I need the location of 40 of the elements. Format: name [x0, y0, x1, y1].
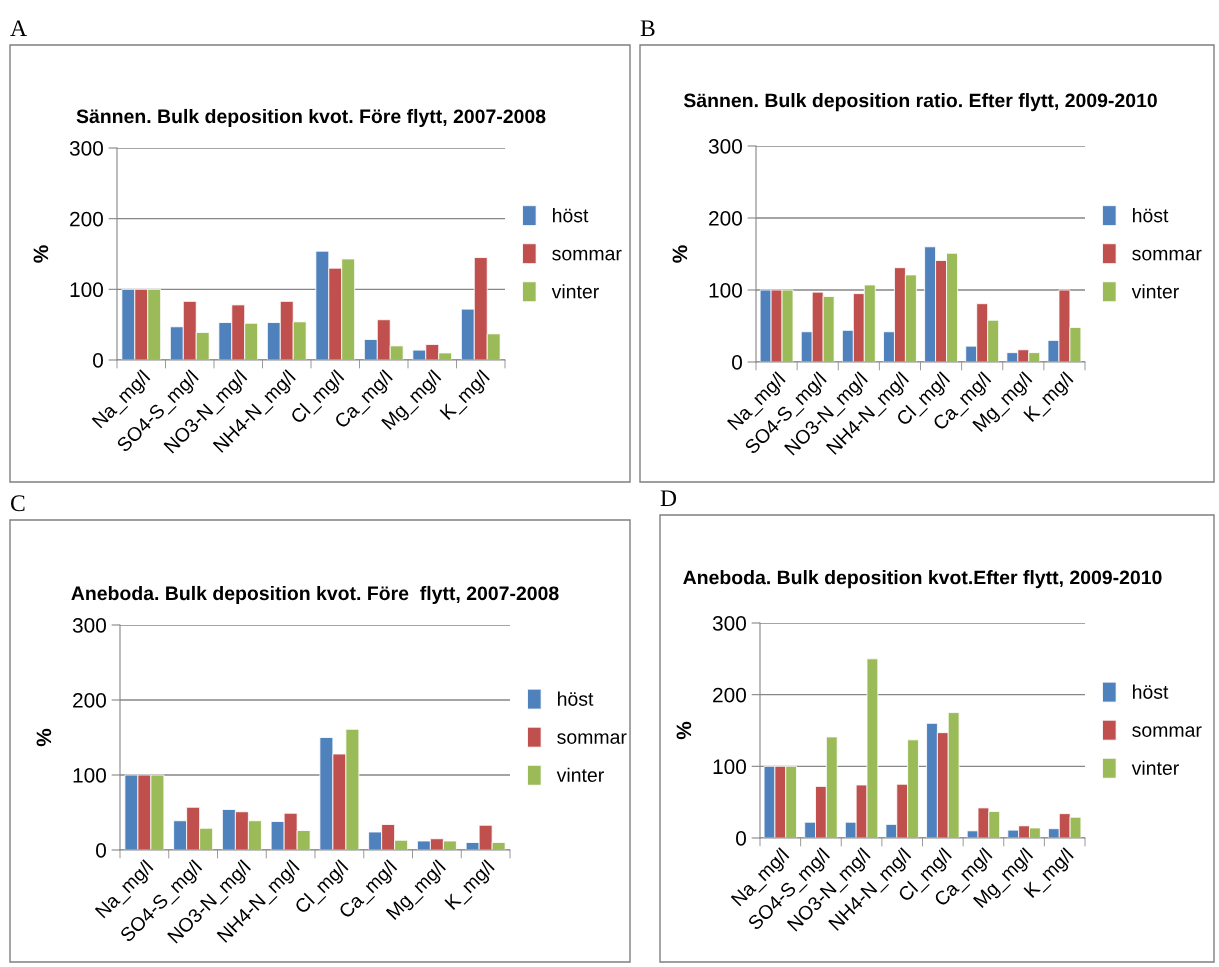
y-axis-title: % — [672, 245, 688, 263]
text: B — [640, 20, 655, 37]
chart-title: Aneboda. Bulk deposition kvot. Före flytt, 2007-2008 — [71, 585, 559, 605]
text: A — [10, 20, 27, 36]
text: D — [660, 490, 677, 507]
y-tick-label: 300 — [708, 139, 742, 154]
chart-title: Aneboda. Bulk deposition kvot.Efter flytt, 2009-2010 — [683, 570, 1162, 589]
legend-label: höst — [1133, 208, 1169, 223]
y-tick-label: 300 — [712, 616, 746, 631]
y-tick-label: 0 — [96, 843, 106, 858]
y-tick-label: 0 — [732, 355, 742, 370]
legend-label: sommar — [1132, 249, 1202, 261]
legend-label: sommar — [1132, 726, 1202, 737]
y-tick-label: 200 — [713, 687, 746, 703]
y-axis-title: % — [676, 721, 692, 740]
y-tick-label: 0 — [93, 353, 103, 368]
y-tick-label: 200 — [73, 693, 106, 708]
legend-label: vinter — [556, 767, 604, 782]
legend-label: vinter — [1131, 284, 1179, 299]
legend-label: vinter — [551, 284, 599, 299]
y-tick-label: 100 — [70, 282, 103, 298]
legend-label: höst — [1133, 684, 1169, 699]
y-tick-label: 300 — [69, 141, 103, 156]
y-tick-label: 100 — [709, 283, 742, 298]
chart-title: Sännen. Bulk deposition kvot. Före flytt, 2007-2008 — [76, 108, 546, 128]
y-axis-title: % — [36, 728, 52, 747]
legend-label: höst — [553, 208, 589, 223]
y-axis-title: % — [33, 245, 49, 263]
y-tick-label: 300 — [72, 618, 106, 633]
y-tick-label: 100 — [73, 768, 106, 783]
chart-title: Sännen. Bulk deposition ratio. Efter flytt, 2009-2010 — [683, 93, 1157, 112]
legend-label: sommar — [552, 249, 622, 261]
y-tick-label: 100 — [713, 759, 746, 775]
y-tick-label: 200 — [709, 211, 742, 226]
legend-label: vinter — [1131, 760, 1179, 775]
legend-label: sommar — [557, 733, 627, 744]
y-tick-label: 0 — [736, 831, 746, 846]
legend-label: höst — [558, 691, 594, 706]
text: C — [10, 495, 25, 512]
y-tick-label: 200 — [70, 211, 103, 227]
